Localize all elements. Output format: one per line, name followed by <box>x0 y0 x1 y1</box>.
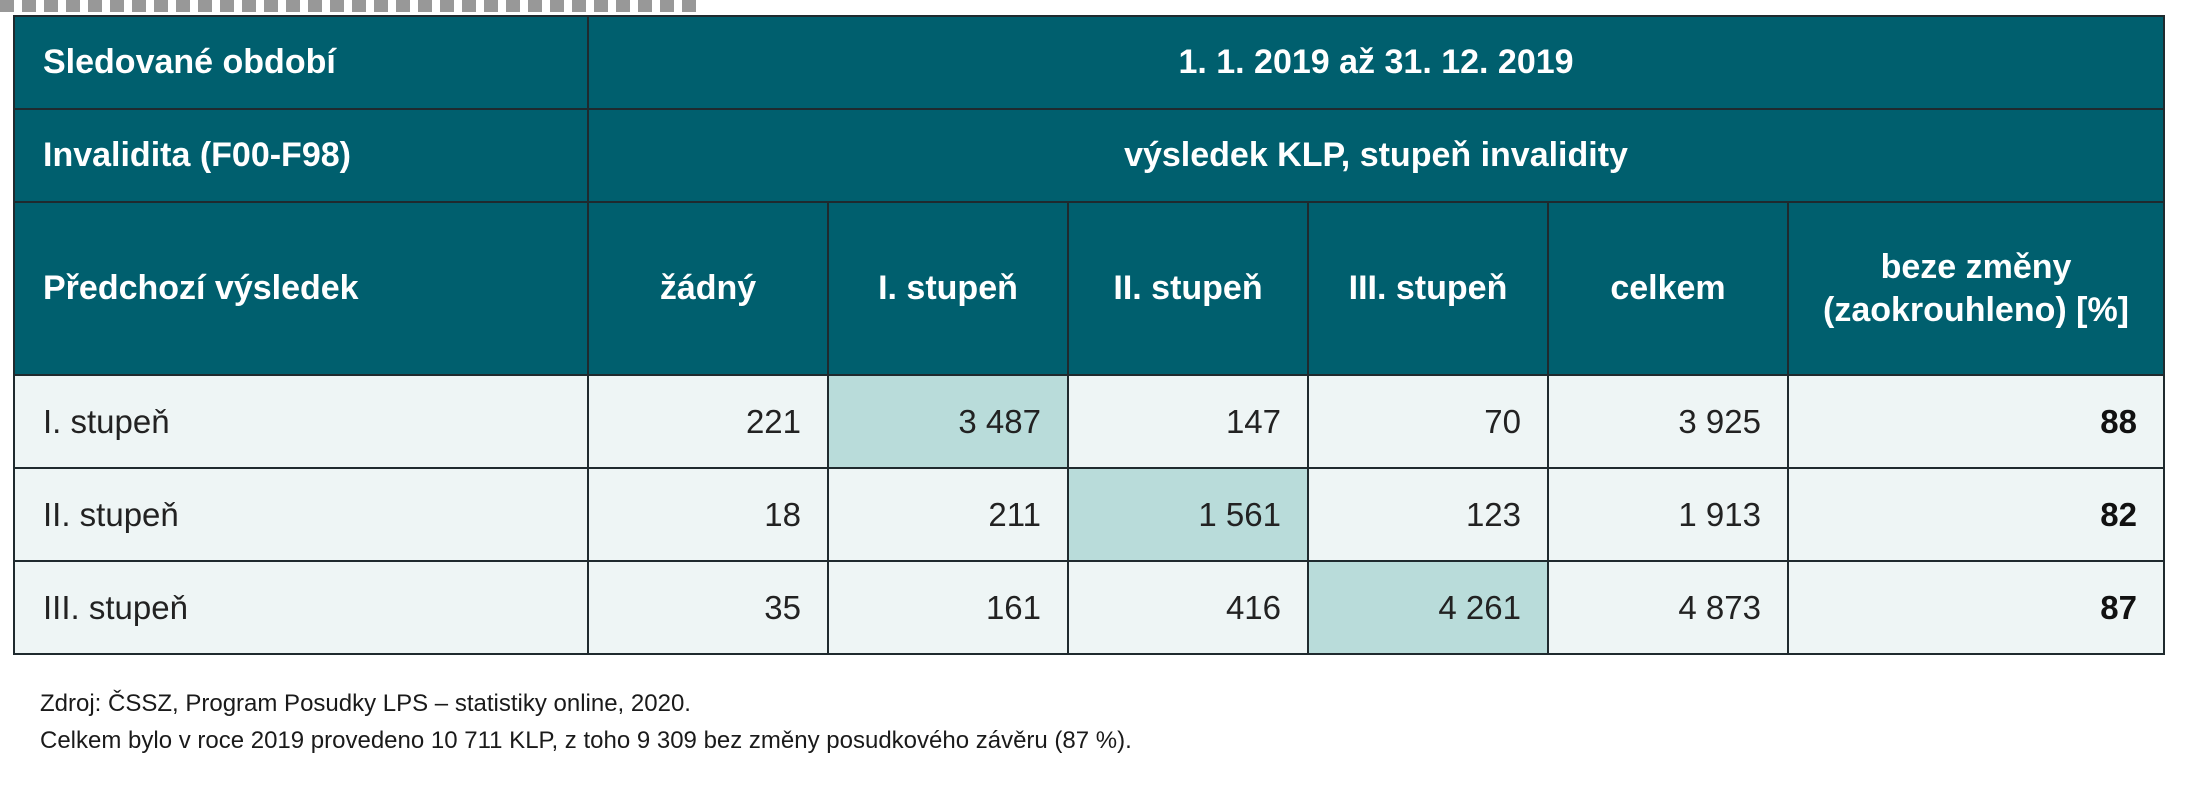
invalidity-row: Invalidita (F00-F98) výsledek KLP, stupe… <box>13 108 2166 203</box>
table-row: III. stupeň 35 161 416 4 261 4 873 87 <box>13 560 2166 655</box>
table-cell: 416 <box>1067 560 1309 655</box>
table-cell: 35 <box>587 560 829 655</box>
table-row: II. stupeň 18 211 1 561 123 1 913 82 <box>13 467 2166 562</box>
percent-cell: 87 <box>1786 560 2166 655</box>
column-header: žádný <box>587 201 829 376</box>
table-row: I. stupeň 221 3 487 147 70 3 925 88 <box>13 374 2166 469</box>
table-cell: 4 873 <box>1547 560 1789 655</box>
table-cell: 123 <box>1307 467 1549 562</box>
table-cell: 1 913 <box>1547 467 1789 562</box>
row-label: III. stupeň <box>13 560 589 655</box>
table-cell: 3 925 <box>1547 374 1789 469</box>
summary-note: Celkem bylo v roce 2019 provedeno 10 711… <box>40 727 1132 754</box>
invalidity-value: výsledek KLP, stupeň invalidity <box>586 108 2166 203</box>
period-row: Sledované období 1. 1. 2019 až 31. 12. 2… <box>13 15 2166 110</box>
table-cell-unchanged: 1 561 <box>1067 467 1309 562</box>
row-label: I. stupeň <box>13 374 589 469</box>
column-header-row: Předchozí výsledek žádný I. stupeň II. s… <box>13 201 2166 376</box>
table-cell-unchanged: 4 261 <box>1307 560 1549 655</box>
unchanged-percent-header: beze změny (zaokrouhleno) [%] <box>1786 201 2166 376</box>
period-value: 1. 1. 2019 až 31. 12. 2019 <box>586 15 2166 110</box>
column-header: I. stupeň <box>827 201 1069 376</box>
table-cell: 221 <box>587 374 829 469</box>
invalidity-review-table: Sledované období 1. 1. 2019 až 31. 12. 2… <box>13 15 2166 655</box>
table-cell: 18 <box>587 467 829 562</box>
column-header: III. stupeň <box>1307 201 1549 376</box>
table-notes: Zdroj: ČSSZ, Program Posudky LPS – stati… <box>40 685 1132 759</box>
cropped-text-fragment <box>0 0 700 12</box>
column-header: II. stupeň <box>1067 201 1309 376</box>
period-label: Sledované období <box>13 15 589 110</box>
table-cell: 211 <box>827 467 1069 562</box>
table-cell-unchanged: 3 487 <box>827 374 1069 469</box>
percent-cell: 88 <box>1786 374 2166 469</box>
column-header: celkem <box>1547 201 1789 376</box>
previous-result-header: Předchozí výsledek <box>13 201 589 376</box>
table-cell: 70 <box>1307 374 1549 469</box>
invalidity-label: Invalidita (F00-F98) <box>13 108 589 203</box>
source-note: Zdroj: ČSSZ, Program Posudky LPS – stati… <box>40 690 691 717</box>
percent-cell: 82 <box>1786 467 2166 562</box>
table-cell: 161 <box>827 560 1069 655</box>
table-cell: 147 <box>1067 374 1309 469</box>
row-label: II. stupeň <box>13 467 589 562</box>
